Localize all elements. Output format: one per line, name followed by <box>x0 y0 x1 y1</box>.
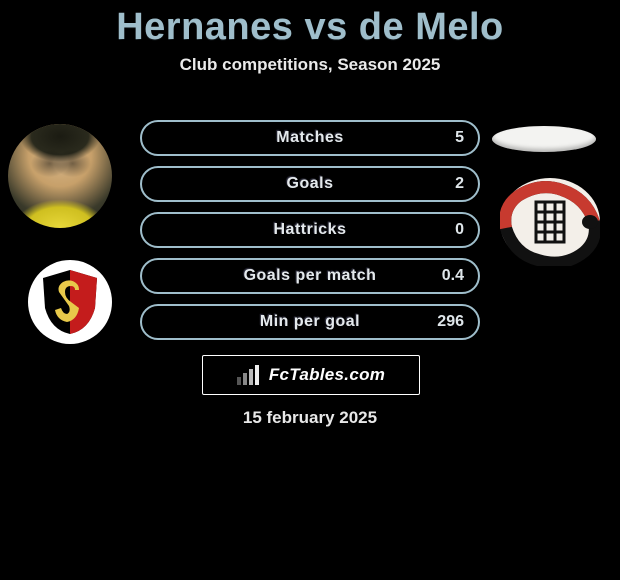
stat-row: Min per goal 296 <box>140 304 480 340</box>
date-label: 15 february 2025 <box>0 408 620 428</box>
player-left-avatar <box>8 124 112 228</box>
club-left-crest <box>28 260 112 344</box>
stat-value-right: 5 <box>455 122 464 154</box>
stat-row: Hattricks 0 <box>140 212 480 248</box>
stat-label: Min per goal <box>142 306 478 338</box>
stat-label: Matches <box>142 122 478 154</box>
watermark-text: FcTables.com <box>269 365 385 385</box>
stat-label: Hattricks <box>142 214 478 246</box>
crest-icon <box>500 178 600 266</box>
stat-value-right: 0.4 <box>442 260 464 292</box>
club-right-crest <box>500 178 600 266</box>
page-subtitle: Club competitions, Season 2025 <box>0 55 620 75</box>
stat-row: Goals 2 <box>140 166 480 202</box>
shield-icon <box>39 268 101 336</box>
stat-label: Goals <box>142 168 478 200</box>
stat-value-right: 0 <box>455 214 464 246</box>
stat-row: Goals per match 0.4 <box>140 258 480 294</box>
stat-value-right: 2 <box>455 168 464 200</box>
stats-list: Matches 5 Goals 2 Hattricks 0 Goals per … <box>140 120 480 350</box>
stat-row: Matches 5 <box>140 120 480 156</box>
watermark: FcTables.com <box>202 355 420 395</box>
stat-label: Goals per match <box>142 260 478 292</box>
bars-icon <box>237 365 263 385</box>
stat-value-right: 296 <box>437 306 464 338</box>
club-right-mini-oval <box>492 126 596 152</box>
page-title: Hernanes vs de Melo <box>0 0 620 49</box>
